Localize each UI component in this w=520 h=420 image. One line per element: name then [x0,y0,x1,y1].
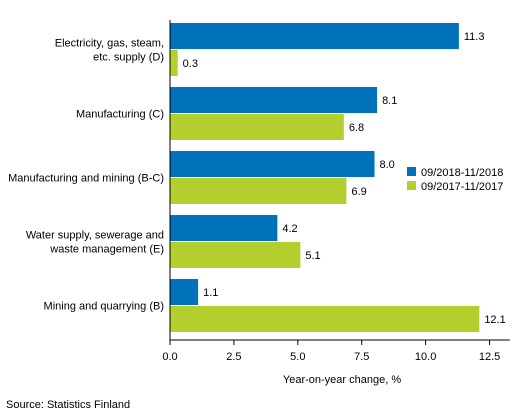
value-label-series-2-cat-5: 12.1 [484,314,505,326]
bar-series-2-cat-5 [170,306,480,332]
value-label-series-2-cat-1: 0.3 [183,58,198,70]
bars [170,23,480,332]
value-label-series-1-cat-5: 1.1 [203,287,218,299]
x-tick-label-3: 5.0 [290,351,305,363]
value-label-series-1-cat-4: 4.2 [282,223,297,235]
bar-series-1-cat-1 [170,23,459,49]
value-label-series-2-cat-2: 6.8 [349,122,364,134]
legend-label-2: 09/2017-11/2017 [421,181,503,193]
x-tick-label-2: 2.5 [226,351,241,363]
legend-swatch-1 [407,167,416,176]
value-label-series-1-cat-1: 11.3 [464,31,485,43]
x-tick-label-4: 7.5 [354,351,369,363]
category-label-2: Manufacturing (C) [76,109,164,121]
legend-label-1: 09/2018-11/2018 [421,167,503,179]
category-label-4-line-1: Water supply, sewerage and [26,230,164,242]
legend: 09/2018-11/2018 09/2017-11/2017 [407,167,503,193]
value-label-series-2-cat-4: 5.1 [305,250,320,262]
x-tick-label-5: 10.0 [415,351,436,363]
x-axis-title: Year-on-year change, % [283,374,401,386]
source-note: Source: Statistics Finland [6,399,130,411]
x-ticks: 0.0 2.5 5.0 7.5 10.0 12.5 [162,340,500,363]
bar-series-1-cat-5 [170,279,199,305]
bar-series-2-cat-4 [170,242,301,268]
bar-series-2-cat-2 [170,114,344,140]
bar-series-1-cat-2 [170,87,378,113]
bar-series-1-cat-3 [170,151,375,177]
value-labels: 11.3 0.3 8.1 6.8 8.0 6.9 4.2 5.1 1.1 12.1 [183,31,506,326]
category-label-3: Manufacturing and mining (B-C) [8,173,164,185]
bar-series-2-cat-3 [170,178,347,204]
value-label-series-1-cat-3: 8.0 [380,159,395,171]
value-label-series-2-cat-3: 6.9 [351,186,366,198]
x-tick-label-6: 12.5 [479,351,500,363]
category-labels: Electricity, gas, steam, etc. supply (D) M… [8,38,164,313]
value-label-series-1-cat-2: 8.1 [382,95,397,107]
category-label-5: Mining and quarrying (B) [44,301,164,313]
category-label-4-line-2: waste management (E) [49,244,164,256]
x-tick-label-1: 0.0 [162,351,177,363]
bar-series-1-cat-4 [170,215,278,241]
category-label-1-line-1: Electricity, gas, steam, [55,38,164,50]
legend-swatch-2 [407,181,416,190]
bar-series-2-cat-1 [170,50,178,76]
category-label-1-line-2: etc. supply (D) [93,52,164,64]
